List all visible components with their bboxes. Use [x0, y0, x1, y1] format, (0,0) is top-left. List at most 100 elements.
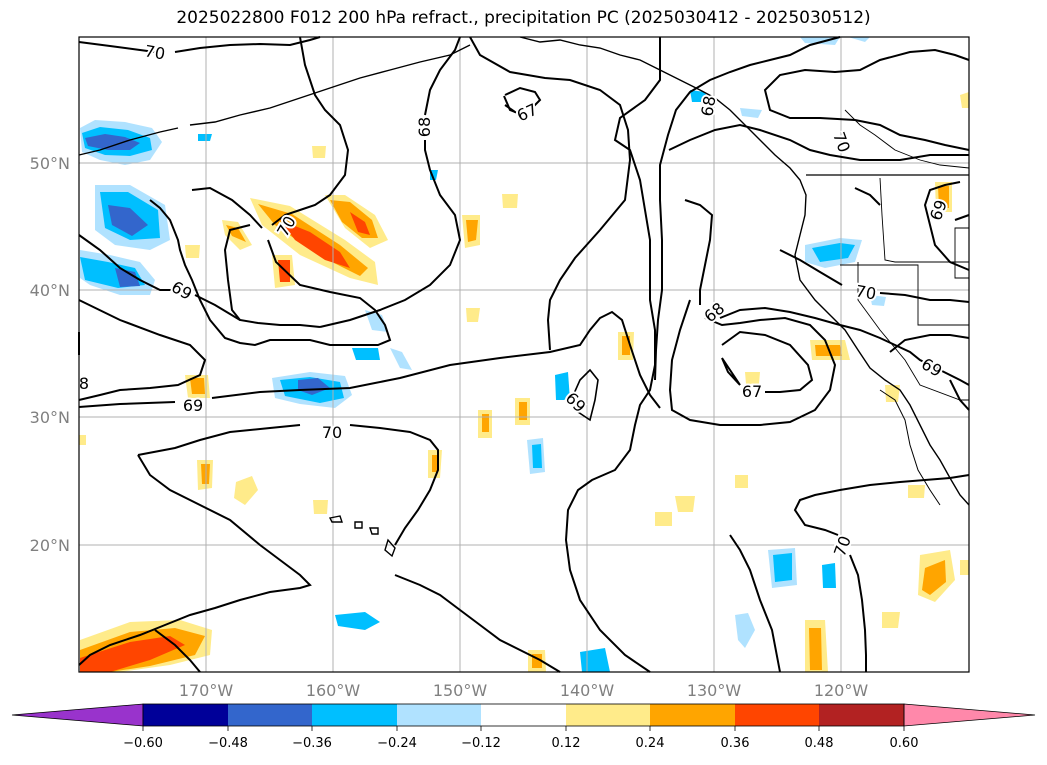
contour-line [889, 334, 970, 411]
shade-patch [85, 134, 140, 150]
shade-patch [108, 205, 148, 236]
shade-patch [870, 295, 886, 306]
colorbar-bin [143, 704, 228, 726]
contour-label: 70 [322, 423, 342, 442]
pacific-nw-coast [519, 36, 970, 506]
latitude-labels: 50°N 40°N 30°N 20°N [30, 154, 70, 555]
colorbar-under-arrow [11, 703, 144, 727]
lat-label-40n: 40°N [30, 281, 70, 300]
contour-line [721, 330, 814, 393]
contour-label: 70 [143, 41, 166, 63]
lon-label-160w: 160°W [306, 681, 361, 700]
shade-patch [365, 310, 388, 332]
colorbar-bin [819, 704, 904, 726]
contour-line [78, 299, 207, 401]
contour-line [503, 95, 521, 115]
shade-patch [350, 212, 370, 235]
shade-patch [519, 402, 527, 420]
shade-patch [745, 372, 760, 384]
colorbar-tick-label: 0.36 [721, 736, 750, 751]
map-frame [78, 36, 970, 673]
shade-patch [822, 563, 836, 588]
colorbar-bin [228, 704, 312, 726]
shade-patch [848, 37, 870, 42]
colorbar-tick-label: 0.24 [636, 736, 665, 751]
colorbar-tick-label: 0.48 [805, 736, 834, 751]
contour-line [469, 36, 632, 351]
shade-patch [960, 92, 969, 108]
contour-line [154, 629, 201, 673]
contour-label: 68 [697, 94, 719, 117]
shade-patch [938, 186, 949, 208]
shade-patch [809, 628, 822, 670]
contour-label: 68 [415, 117, 434, 137]
contour-line [149, 36, 392, 347]
shade-patch [234, 476, 258, 505]
shade-patch [675, 496, 695, 512]
shade-patch [580, 648, 610, 672]
shade-patch [313, 500, 328, 514]
colorbar-tick-label: −0.60 [123, 736, 163, 751]
colorbar-bin [650, 704, 735, 726]
shade-patch [432, 455, 438, 472]
colorbar-frame [142, 703, 905, 727]
shade-patch [735, 613, 755, 648]
canada-province-border [844, 109, 970, 169]
colorbar-bin [312, 704, 397, 726]
longitude-labels: 170°W 160°W 150°W 140°W 130°W 120°W [179, 681, 869, 700]
contour-line [779, 249, 970, 303]
shade-patch [908, 485, 925, 498]
shade-patch [390, 348, 412, 370]
state-border [840, 264, 969, 326]
colorbar-tick-label: 0.12 [552, 736, 581, 751]
map-title: 2025022800 F012 200 hPa refract., precip… [176, 8, 871, 28]
contour-label: 67 [742, 382, 762, 401]
contour-label: 8 [79, 374, 89, 393]
contour-line [191, 186, 321, 328]
colorbar-bin [481, 704, 566, 726]
baja-coast [879, 389, 941, 506]
hawaii-island [384, 538, 396, 558]
lat-label-30n: 30°N [30, 408, 70, 427]
hawaii-island [354, 521, 363, 529]
colorbar-tick-label: −0.36 [292, 736, 332, 751]
lon-label-140w: 140°W [560, 681, 615, 700]
hawaii-island [328, 515, 343, 523]
shade-patch [532, 444, 542, 468]
contour-label: 69 [183, 396, 203, 415]
shade-patch [80, 636, 185, 672]
colorbar-tick-label: −0.12 [461, 736, 501, 751]
lat-label-50n: 50°N [30, 154, 70, 173]
shade-patch [502, 194, 518, 208]
colorbar-tick-label: 0.60 [890, 736, 919, 751]
refractivity-contours [78, 36, 970, 673]
shade-patch [482, 414, 489, 432]
contour-line [854, 187, 970, 221]
contour-line [763, 48, 970, 151]
graticule [79, 37, 969, 672]
shade-patch [655, 512, 672, 526]
shade-patch [198, 134, 212, 141]
contour-line [78, 36, 321, 53]
contour-line [571, 368, 599, 422]
map-panel: 70 67 68 69 70 68 70 69 69 70 69 67 68 7… [77, 36, 970, 673]
shade-patch [190, 378, 205, 394]
contour-line [668, 299, 837, 426]
contour-line [684, 199, 970, 386]
shade-patch [185, 245, 200, 258]
lon-label-120w: 120°W [814, 681, 869, 700]
colorbar-over-arrow [903, 703, 1036, 727]
positive-precip-shading [79, 92, 969, 672]
shade-patch [773, 553, 792, 582]
alaska-peninsula-coast [189, 44, 471, 126]
shade-patch [335, 612, 380, 630]
lon-label-130w: 130°W [687, 681, 742, 700]
shade-patch [466, 220, 478, 242]
contour-line [793, 474, 970, 672]
lat-label-20n: 20°N [30, 536, 70, 555]
colorbar: −0.60 −0.48 −0.36 −0.24 −0.12 0.12 0.24 … [11, 703, 1036, 751]
shade-patch [882, 612, 900, 628]
hawaii-island [369, 527, 379, 535]
contour-line [78, 310, 661, 409]
